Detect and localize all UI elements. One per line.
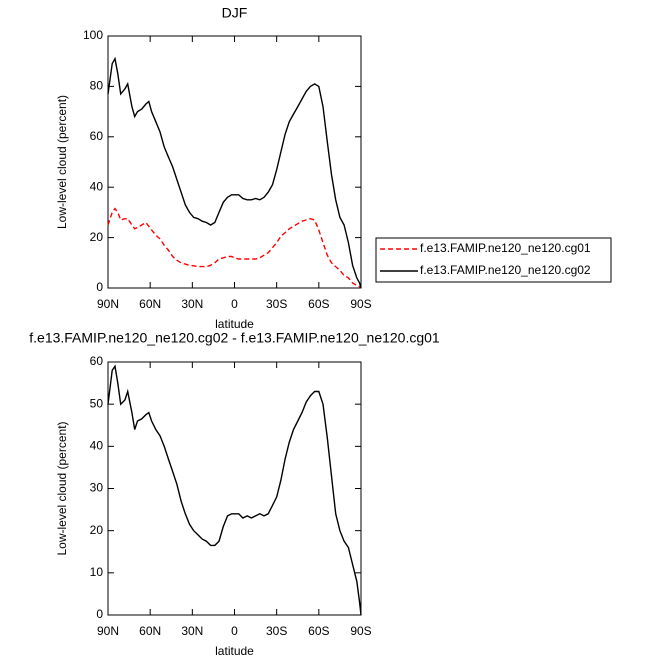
y-tick-label: 30 — [90, 481, 104, 495]
y-tick-label: 0 — [96, 607, 103, 621]
y-tick-label: 100 — [83, 28, 103, 42]
x-tick-label: 60N — [139, 297, 161, 311]
x-tick-label: 30S — [266, 297, 287, 311]
y-tick-label: 20 — [90, 523, 104, 537]
plot-frame — [107, 35, 362, 289]
x-tick-label: 90N — [97, 297, 119, 311]
y-tick-label: 20 — [90, 230, 104, 244]
y-tick-label: 10 — [90, 565, 104, 579]
y-tick-label: 50 — [90, 396, 104, 410]
plot-frame — [107, 361, 362, 616]
x-tick-label: 30S — [266, 624, 287, 638]
x-axis-label: latitude — [215, 317, 254, 331]
legend-label: f.e13.FAMIP.ne120_ne120.cg02 — [420, 263, 591, 277]
data-line — [107, 56, 362, 289]
x-axis-label: latitude — [215, 644, 254, 658]
x-tick-label: 30N — [181, 297, 203, 311]
y-tick-label: 80 — [90, 79, 104, 93]
data-line — [107, 207, 362, 289]
x-tick-label: 30N — [181, 624, 203, 638]
x-tick-label: 60S — [308, 624, 329, 638]
legend-label: f.e13.FAMIP.ne120_ne120.cg01 — [420, 241, 591, 255]
x-tick-label: 60N — [139, 624, 161, 638]
y-tick-label: 60 — [90, 354, 104, 368]
x-tick-label: 0 — [231, 297, 238, 311]
x-tick-label: 0 — [231, 624, 238, 638]
y-tick-label: 60 — [90, 129, 104, 143]
y-tick-label: 40 — [90, 439, 104, 453]
legend-box — [375, 237, 612, 283]
y-tick-label: 0 — [96, 280, 103, 294]
x-tick-label: 90S — [350, 624, 371, 638]
x-tick-label: 90S — [350, 297, 371, 311]
y-axis-label: Low-level cloud (percent) — [55, 421, 69, 555]
x-tick-label: 90N — [97, 624, 119, 638]
y-tick-label: 40 — [90, 179, 104, 193]
y-axis-label: Low-level cloud (percent) — [55, 95, 69, 229]
chart-title: DJF — [222, 5, 248, 21]
data-line — [107, 364, 362, 616]
x-tick-label: 60S — [308, 297, 329, 311]
chart-title: f.e13.FAMIP.ne120_ne120.cg02 - f.e13.FAM… — [29, 330, 440, 346]
